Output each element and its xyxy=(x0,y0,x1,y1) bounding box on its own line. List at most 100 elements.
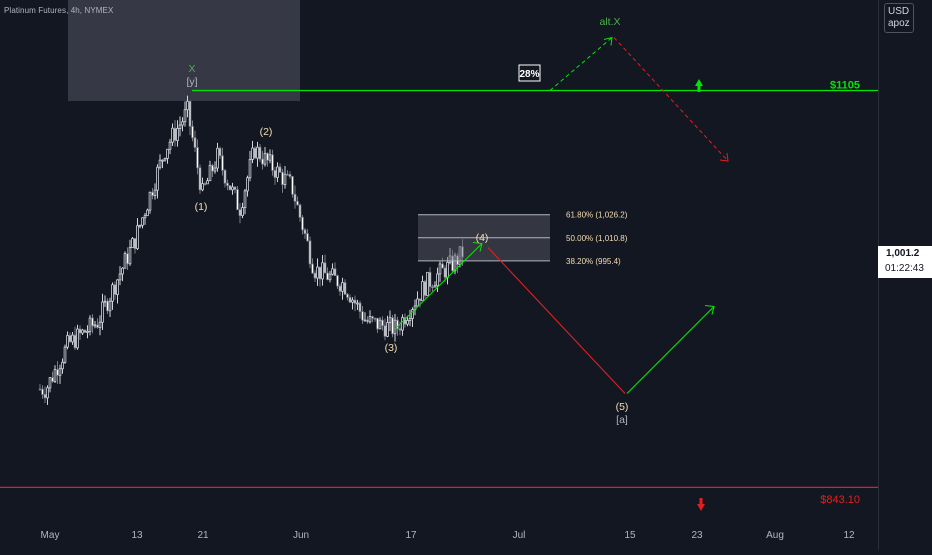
resistance-label: $1105 xyxy=(830,80,860,92)
candle-body xyxy=(448,255,452,263)
x-tick-label: Aug xyxy=(766,530,784,541)
candle-body xyxy=(103,300,107,303)
candle-body xyxy=(123,253,127,269)
candle-body xyxy=(193,137,197,148)
candle-body xyxy=(276,166,279,178)
wave-label: alt.X xyxy=(599,16,620,28)
candle-body xyxy=(311,263,314,274)
candle-body xyxy=(341,282,344,292)
candle-body xyxy=(291,176,294,195)
candle-body xyxy=(423,281,427,296)
candle-body xyxy=(328,273,332,281)
last-price-badge: 1,001.2 01:22:43 xyxy=(878,246,932,278)
candle-body xyxy=(241,207,244,217)
candle-body xyxy=(251,147,254,160)
candle-body xyxy=(358,302,362,312)
x-tick-label: Jun xyxy=(293,530,309,541)
candle-body xyxy=(136,225,139,250)
candle-body xyxy=(366,319,369,323)
candle-body xyxy=(293,193,297,202)
symbol-info: Platinum Futures, 4h, NYMEX xyxy=(4,6,114,15)
candle-body xyxy=(118,273,122,281)
last-price-value: 1,001.2 xyxy=(886,248,920,259)
x-tick-label: 17 xyxy=(405,530,417,541)
candle-body xyxy=(406,320,409,325)
candle-body xyxy=(141,217,144,226)
alt-projection-up-arrowhead xyxy=(603,36,613,46)
candle-body xyxy=(183,109,187,123)
candle-body xyxy=(418,298,422,302)
candle-body xyxy=(373,317,377,320)
candle-body xyxy=(273,170,277,178)
candle-body xyxy=(371,316,374,319)
currency-button[interactable]: USD apoz xyxy=(884,3,914,33)
candle-body xyxy=(461,246,464,258)
candle-body xyxy=(376,317,379,330)
x-tick-label: Jul xyxy=(513,530,526,541)
candle-body xyxy=(53,369,57,382)
candle-body xyxy=(198,167,202,191)
candle-body xyxy=(393,319,397,335)
currency-label: USD xyxy=(888,6,910,17)
projection-rebound-arrowhead xyxy=(704,304,715,315)
candle-body xyxy=(451,255,454,272)
candle-body xyxy=(343,282,347,295)
candle-body xyxy=(268,154,272,161)
candle-body xyxy=(201,183,204,191)
candle-body xyxy=(131,238,134,248)
candle-body xyxy=(46,387,49,399)
candle-body xyxy=(288,174,292,177)
x-tick-label: 21 xyxy=(197,530,209,541)
candle-body xyxy=(173,127,177,141)
currency-sub-label: apoz xyxy=(888,18,910,29)
candle-body xyxy=(78,328,82,334)
candle-body xyxy=(138,224,142,227)
alt-projection-down-arrowhead xyxy=(719,152,729,162)
candle-body xyxy=(321,262,324,280)
candle-body xyxy=(431,286,434,289)
candle-body xyxy=(233,186,237,190)
candle-body xyxy=(266,152,269,161)
candle-body xyxy=(178,124,182,129)
candle-body xyxy=(303,229,307,234)
x-tick-label: 23 xyxy=(691,530,703,541)
candle-body xyxy=(163,157,167,161)
bar-countdown: 01:22:43 xyxy=(885,263,924,274)
candle-body xyxy=(133,238,137,250)
candle-body xyxy=(153,189,157,196)
candle-body xyxy=(351,299,354,303)
candle-body xyxy=(426,271,429,296)
candle-body xyxy=(196,147,199,169)
candle-body xyxy=(286,173,289,176)
candle-body xyxy=(148,191,152,211)
x-tick-label: 15 xyxy=(624,530,636,541)
candle-body xyxy=(188,100,192,127)
candle-body xyxy=(48,377,52,389)
candle-body xyxy=(403,317,407,325)
candle-body xyxy=(281,171,284,186)
fib-level-label: 61.80% (1,026.2) xyxy=(566,211,628,220)
candle-body xyxy=(203,183,207,185)
candle-body xyxy=(253,147,257,159)
candle-body xyxy=(438,263,442,275)
candle-body xyxy=(113,284,117,295)
candle-body xyxy=(416,298,419,307)
target-up-arrow-icon xyxy=(695,79,703,92)
probability-box xyxy=(518,64,541,82)
candle-body xyxy=(143,215,147,219)
candle-body xyxy=(88,317,92,332)
candle-body xyxy=(166,148,169,159)
candle-body xyxy=(43,393,47,399)
candle-body xyxy=(121,267,124,275)
candle-body xyxy=(96,324,99,328)
wave-sub-label: [y] xyxy=(186,76,197,88)
candle-body xyxy=(261,158,264,165)
candle-body xyxy=(171,127,174,143)
target-down-arrow-icon xyxy=(697,498,705,511)
candle-body xyxy=(433,285,437,288)
candle-body xyxy=(111,284,114,302)
candle-body xyxy=(211,164,214,172)
candle-body xyxy=(223,169,227,184)
candle-body xyxy=(206,180,209,185)
